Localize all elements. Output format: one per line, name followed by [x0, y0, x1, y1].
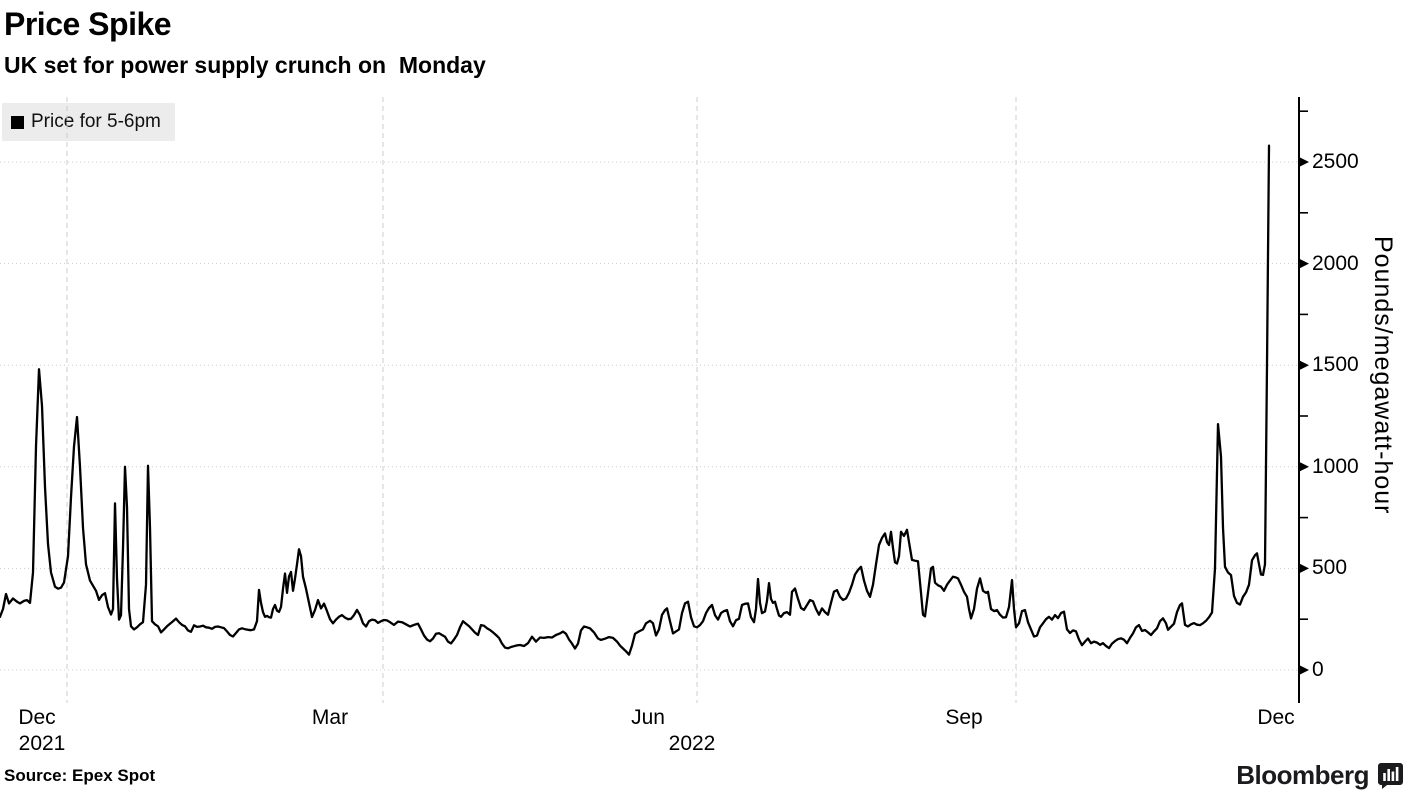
- price-line-chart: [0, 97, 1309, 703]
- bloomberg-chart-icon: [1378, 763, 1403, 789]
- price-series-line: [0, 144, 1271, 656]
- x-year-label: 2022: [668, 732, 716, 755]
- x-year-label: 2021: [18, 732, 66, 755]
- y-axis-title: Pounds/megawatt-hour: [1369, 236, 1397, 515]
- page-subtitle: UK set for power supply crunch on Monday: [4, 52, 486, 78]
- x-tick-label: Sep: [945, 706, 983, 729]
- x-tick-label: Jun: [631, 706, 665, 729]
- y-major-tick-arrow-icon: [1299, 360, 1309, 371]
- y-tick-label: 1500: [1312, 353, 1359, 377]
- legend-label: Price for 5-6pm: [31, 111, 161, 132]
- legend: Price for 5-6pm: [2, 103, 175, 141]
- y-tick-label: 0: [1312, 658, 1324, 681]
- x-tick-label: Mar: [311, 706, 349, 729]
- y-major-tick-arrow-icon: [1299, 258, 1309, 269]
- y-tick-label: 2000: [1312, 251, 1359, 275]
- y-major-tick-arrow-icon: [1299, 461, 1309, 472]
- y-major-tick-arrow-icon: [1299, 157, 1309, 167]
- y-major-tick-arrow-icon: [1299, 665, 1309, 675]
- y-major-tick-arrow-icon: [1299, 563, 1309, 574]
- legend-swatch-icon: [11, 115, 24, 129]
- bloomberg-wordmark: Bloomberg: [1236, 760, 1369, 790]
- y-tick-label: 1000: [1312, 454, 1359, 478]
- page-title: Price Spike: [4, 6, 172, 42]
- source-note: Source: Epex Spot: [4, 766, 156, 785]
- y-tick-label: 500: [1312, 556, 1348, 580]
- y-tick-label: 2500: [1312, 150, 1359, 173]
- x-tick-label: Dec: [1257, 706, 1295, 729]
- bloomberg-logo: Bloomberg: [1236, 760, 1404, 791]
- x-tick-label: Dec: [18, 706, 56, 729]
